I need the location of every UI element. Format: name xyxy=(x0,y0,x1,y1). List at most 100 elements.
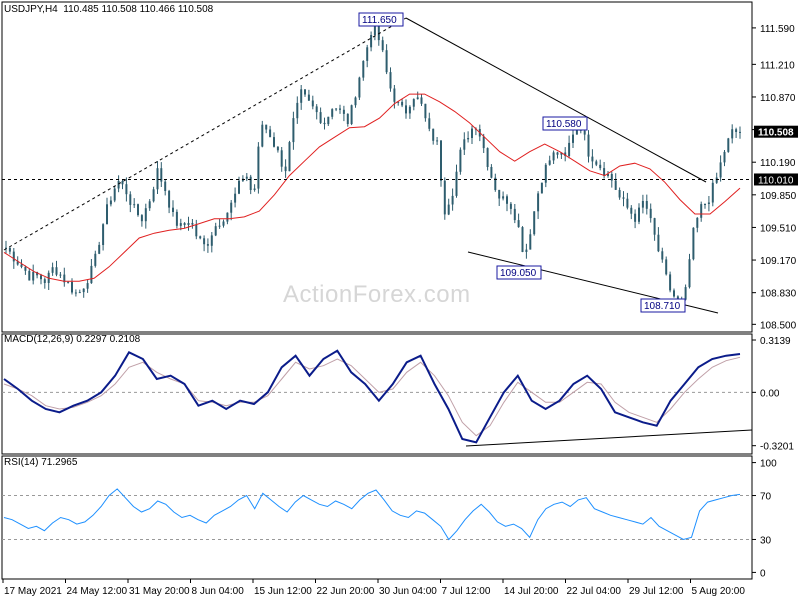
price-panel-frame xyxy=(1,1,753,333)
price-bar-body xyxy=(269,129,272,138)
price-bar-body xyxy=(230,202,233,213)
price-y-tick-label: 111.210 xyxy=(760,60,795,71)
price-y-tick-label: 109.850 xyxy=(760,191,797,202)
price-bar-body xyxy=(311,100,314,107)
macd-signal-line xyxy=(3,356,741,437)
price-bar-body xyxy=(548,160,551,165)
x-tick-label: 8 Jun 04:00 xyxy=(192,586,245,597)
price-bar-body xyxy=(529,234,532,250)
price-bar-body xyxy=(210,235,213,246)
price-bar-body xyxy=(195,224,198,237)
price-bar-body xyxy=(552,152,555,161)
price-bar-body xyxy=(509,203,512,209)
price-bar-body xyxy=(673,290,675,297)
price-bar-body xyxy=(55,267,58,275)
price-bar-body xyxy=(203,238,206,245)
price-bar-body xyxy=(137,204,139,216)
price-bar-body xyxy=(731,129,734,139)
price-bar-body xyxy=(82,288,85,293)
price-bar-body xyxy=(109,200,112,205)
price-bar-body xyxy=(90,265,93,284)
price-bar-body xyxy=(63,274,66,283)
price-bar-body xyxy=(393,88,396,102)
price-bar-body xyxy=(214,226,217,236)
x-tick-label: 24 May 12:00 xyxy=(67,586,128,597)
price-bar-body xyxy=(711,182,714,203)
price-bar-body xyxy=(168,190,171,208)
price-bar-body xyxy=(175,211,178,226)
price-bar-body xyxy=(610,174,613,181)
price-bar-body xyxy=(339,108,341,110)
price-bar-body xyxy=(335,108,338,110)
price-bar-body xyxy=(436,140,439,142)
price-bar-body xyxy=(98,244,101,254)
price-bar-body xyxy=(148,201,151,209)
price-bar-body xyxy=(727,138,730,152)
price-bar-body xyxy=(160,168,163,182)
macd-main-line xyxy=(3,349,741,444)
price-bar-body xyxy=(665,259,668,275)
price-bar-body xyxy=(669,274,672,291)
price-bar-body xyxy=(521,227,524,252)
price-bar-body xyxy=(626,198,629,208)
price-bar-body xyxy=(40,275,42,280)
price-bar-body xyxy=(649,208,652,219)
price-bar-body xyxy=(304,89,306,95)
price-bar-body xyxy=(346,113,349,124)
rsi-y-tick-label: 0 xyxy=(760,568,766,579)
price-y-tick-label: 108.830 xyxy=(760,289,797,300)
price-bar-body xyxy=(234,193,237,203)
price-bar-body xyxy=(696,217,699,228)
price-bar-body xyxy=(641,201,644,208)
price-bar-body xyxy=(688,259,691,288)
rsi-y-tick-label: 30 xyxy=(760,535,772,546)
falling-trendline xyxy=(405,17,707,183)
price-bar-body xyxy=(323,122,326,125)
price-bar-body xyxy=(342,109,345,114)
price-bar-body xyxy=(564,152,567,156)
x-tick-label: 7 Jul 12:00 xyxy=(442,586,491,597)
price-bar-body xyxy=(86,283,89,289)
current-price-label: 110.508 xyxy=(758,128,794,139)
price-bar-body xyxy=(498,189,501,199)
x-tick-label: 17 May 2021 xyxy=(4,586,62,597)
x-tick-label: 30 Jun 04:00 xyxy=(379,586,437,597)
price-y-tick-label: 108.500 xyxy=(760,320,797,331)
price-bar-body xyxy=(645,201,648,209)
price-bar-body xyxy=(506,196,508,204)
price-bar-body xyxy=(8,247,11,252)
x-tick-label: 22 Jul 04:00 xyxy=(567,586,622,597)
macd-divergence-trendline xyxy=(465,429,753,447)
price-bar-body xyxy=(447,204,450,215)
x-tick-label: 5 Aug 20:00 xyxy=(692,586,746,597)
price-bar-body xyxy=(451,195,454,205)
price-annotation-label: 110.580 xyxy=(546,119,582,130)
price-bar-body xyxy=(440,140,442,181)
price-bar-body xyxy=(707,202,710,204)
price-bar-body xyxy=(206,244,209,246)
price-bar-body xyxy=(296,102,299,119)
price-bar-body xyxy=(300,89,303,103)
price-bar-body xyxy=(257,146,260,189)
price-bar-body xyxy=(428,118,431,129)
price-bar-body xyxy=(583,130,586,135)
price-bar-body xyxy=(377,22,380,41)
price-bar-body xyxy=(366,47,369,61)
price-bar-body xyxy=(218,225,221,227)
price-bar-body xyxy=(723,151,726,163)
price-annotation-label: 111.650 xyxy=(362,15,397,26)
price-bar-body xyxy=(51,267,54,273)
price-bar-body xyxy=(106,204,108,225)
rsi-panel-title: RSI(14) 71.2965 xyxy=(4,457,78,468)
price-bar-body xyxy=(540,182,543,194)
price-bar-body xyxy=(595,161,598,165)
watermark: ActionForex.com xyxy=(283,281,471,308)
price-bar-body xyxy=(405,105,407,114)
price-bar-body xyxy=(362,61,365,78)
price-bar-body xyxy=(603,168,606,176)
price-bar-body xyxy=(408,106,411,114)
price-bar-body xyxy=(179,223,182,226)
price-annotation-box xyxy=(496,265,542,280)
price-bar-body xyxy=(354,97,357,106)
